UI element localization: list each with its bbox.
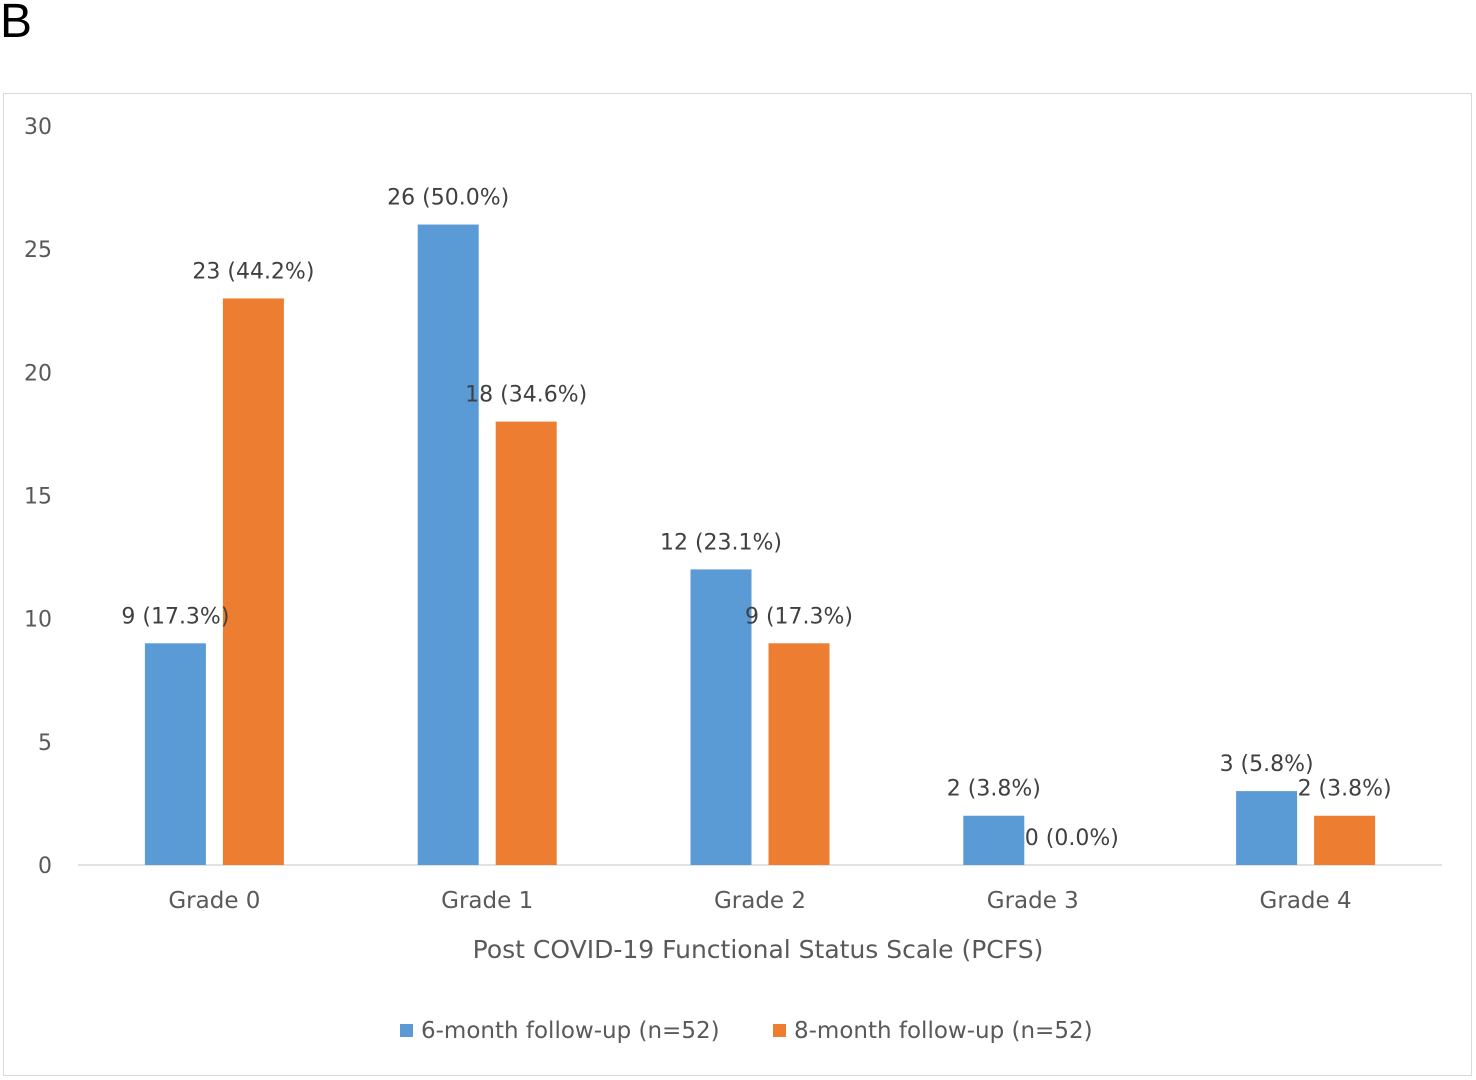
bar-grade-1-series-1 bbox=[417, 224, 479, 866]
bar-grade-2-series-2 bbox=[768, 643, 830, 865]
y-tick-label: 0 bbox=[38, 854, 52, 879]
bar-grade-2-series-1 bbox=[690, 569, 752, 865]
data-label: 9 (17.3%) bbox=[121, 604, 229, 629]
panel-label: B bbox=[0, 0, 33, 48]
data-label: 3 (5.8%) bbox=[1220, 752, 1314, 777]
data-label: 12 (23.1%) bbox=[660, 530, 782, 555]
category-label: Grade 4 bbox=[1260, 888, 1352, 914]
y-tick-label: 10 bbox=[24, 608, 52, 633]
data-label: 9 (17.3%) bbox=[745, 604, 853, 629]
category-label: Grade 2 bbox=[714, 888, 806, 914]
bar-grade-1-series-2 bbox=[495, 421, 557, 865]
legend-label: 6-month follow-up (n=52) bbox=[421, 1018, 720, 1044]
category-label: Grade 3 bbox=[987, 888, 1079, 914]
data-label: 2 (3.8%) bbox=[947, 777, 1041, 802]
bar-grade-0-series-1 bbox=[144, 643, 206, 865]
data-label: 2 (3.8%) bbox=[1298, 777, 1392, 802]
data-label: 23 (44.2%) bbox=[192, 259, 314, 284]
y-tick-label: 25 bbox=[24, 238, 52, 263]
bar-grade-3-series-1 bbox=[963, 815, 1025, 865]
bar-grade-4-series-1 bbox=[1236, 791, 1298, 865]
data-label: 0 (0.0%) bbox=[1025, 826, 1119, 851]
y-tick-label: 5 bbox=[38, 731, 52, 756]
data-labels: 9 (17.3%) 23 (44.2%) 26 (50.0%) 18 (34.6%) 1… bbox=[121, 186, 1391, 851]
bars bbox=[144, 224, 1376, 866]
legend: 6-month follow-up (n=52) 8-month follow-u… bbox=[400, 1018, 1093, 1044]
bar-grade-0-series-2 bbox=[222, 298, 284, 865]
data-label: 18 (34.6%) bbox=[465, 383, 587, 408]
y-tick-label: 30 bbox=[24, 115, 52, 140]
category-label: Grade 1 bbox=[441, 888, 533, 914]
x-axis-title: Post COVID-19 Functional Status Scale (P… bbox=[473, 935, 1044, 964]
y-axis-ticks: 0 5 10 15 20 25 30 bbox=[24, 115, 52, 879]
y-tick-label: 15 bbox=[24, 485, 52, 510]
legend-swatch bbox=[400, 1024, 413, 1037]
category-label: Grade 0 bbox=[168, 888, 260, 914]
y-tick-label: 20 bbox=[24, 361, 52, 386]
bar-grade-4-series-2 bbox=[1314, 815, 1376, 865]
data-label: 26 (50.0%) bbox=[387, 186, 509, 211]
legend-label: 8-month follow-up (n=52) bbox=[794, 1018, 1093, 1044]
legend-swatch bbox=[773, 1024, 786, 1037]
category-labels: Grade 0 Grade 1 Grade 2 Grade 3 Grade 4 bbox=[168, 888, 1351, 914]
